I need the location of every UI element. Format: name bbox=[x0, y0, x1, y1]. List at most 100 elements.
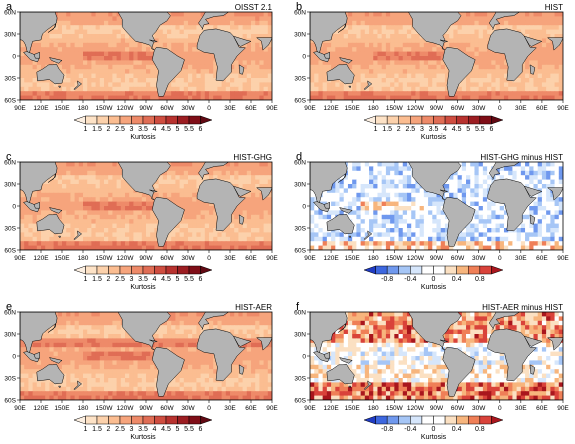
colorbar-swatch bbox=[491, 265, 504, 275]
colorbar-swatch bbox=[375, 265, 388, 275]
colorbar-swatch bbox=[165, 415, 178, 425]
x-tick-label: 90W bbox=[430, 405, 444, 412]
land-samerica bbox=[152, 46, 185, 97]
panel-title: HIST-AER minus HIST bbox=[482, 303, 563, 312]
land-samerica bbox=[152, 346, 185, 397]
colorbar-swatch bbox=[108, 265, 121, 275]
colorbar-swatch bbox=[96, 415, 109, 425]
land-europe bbox=[198, 12, 230, 30]
x-tick-label: 60W bbox=[451, 405, 465, 412]
colorbar-swatch bbox=[142, 265, 155, 275]
colorbar-tick-label: 6 bbox=[199, 276, 203, 283]
y-tick-label: 60S bbox=[4, 397, 16, 404]
colorbar-tick-label: 0.8 bbox=[475, 276, 485, 283]
colorbar-tick-label: -0.8 bbox=[381, 276, 393, 283]
land-nz bbox=[363, 80, 373, 91]
colorbar: 1 1.5 2 2.5 3 3.5 4 4.5 5 5.5 6 Kurtosis bbox=[73, 265, 213, 291]
land-india bbox=[546, 187, 563, 201]
land-japan bbox=[337, 23, 347, 33]
x-tick-label: 0 bbox=[498, 255, 502, 262]
panel-letter: b bbox=[296, 1, 302, 13]
colorbar-swatch bbox=[165, 115, 178, 125]
colorbar-swatch bbox=[410, 415, 423, 425]
colorbar-tick-label: 3 bbox=[420, 126, 424, 133]
colorbar-tick-label: 4.5 bbox=[161, 276, 171, 283]
land-india bbox=[546, 337, 563, 351]
panel-title: OISST 2.1 bbox=[235, 3, 273, 12]
panel-title: HIST-AER bbox=[235, 303, 272, 312]
land-australia bbox=[326, 363, 355, 385]
colorbar-swatch bbox=[363, 415, 376, 425]
land-australia bbox=[326, 63, 355, 85]
colorbar-tick-label: 0 bbox=[432, 276, 436, 283]
colorbar-swatch bbox=[177, 115, 190, 125]
x-tick-label: 150E bbox=[54, 405, 70, 412]
x-tick-label: 90W bbox=[430, 105, 444, 112]
land-europe bbox=[488, 162, 520, 180]
x-tick-label: 90E bbox=[266, 105, 278, 112]
colorbar-swatch bbox=[375, 415, 388, 425]
colorbar-tick-label: 0.4 bbox=[452, 426, 462, 433]
land-samerica bbox=[442, 46, 476, 97]
colorbar-tick-label: 4 bbox=[153, 126, 157, 133]
colorbar-swatch bbox=[154, 115, 167, 125]
land-borneo bbox=[33, 351, 40, 359]
colorbar-swatch bbox=[73, 415, 86, 425]
panel-letter: d bbox=[296, 151, 302, 163]
land-nz bbox=[73, 230, 83, 241]
colorbar-swatch bbox=[444, 115, 457, 125]
y-tick-label: 30S bbox=[294, 75, 306, 82]
land-india bbox=[255, 337, 272, 351]
x-tick-label: 90E bbox=[14, 105, 26, 112]
colorbar: -0.8 -0.4 0 0.4 0.8 Kurtosis bbox=[363, 415, 504, 441]
land-tasmania bbox=[57, 85, 61, 89]
land-borneo bbox=[323, 201, 330, 209]
colorbar-tick-label: 4.5 bbox=[161, 126, 171, 133]
land-borneo bbox=[33, 201, 40, 209]
x-tick-label: 150W bbox=[96, 255, 114, 262]
y-tick-label: 0 bbox=[12, 353, 16, 360]
x-tick-label: 30E bbox=[224, 405, 236, 412]
x-tick-label: 30E bbox=[224, 255, 236, 262]
colorbar-swatch bbox=[131, 265, 144, 275]
colorbar-swatch bbox=[85, 265, 98, 275]
panel-title: HIST-GHG bbox=[233, 153, 272, 162]
land-madagascar bbox=[529, 214, 536, 225]
land-africa bbox=[196, 328, 246, 382]
colorbar-tick-label: 1 bbox=[374, 126, 378, 133]
land-arabia bbox=[232, 185, 252, 197]
colorbar-swatch bbox=[398, 265, 411, 275]
x-tick-label: 120E bbox=[33, 255, 49, 262]
y-tick-label: 60S bbox=[294, 247, 306, 254]
colorbar-swatch bbox=[410, 265, 423, 275]
y-tick-label: 60S bbox=[4, 97, 16, 104]
x-tick-label: 90W bbox=[139, 405, 153, 412]
colorbar-swatch bbox=[421, 415, 434, 425]
y-tick-label: 30N bbox=[294, 331, 306, 338]
colorbar-tick-label: 3 bbox=[130, 126, 134, 133]
land-samerica bbox=[442, 346, 476, 397]
x-tick-label: 150W bbox=[386, 105, 404, 112]
colorbar-tick-label: 3.5 bbox=[429, 126, 439, 133]
x-tick-label: 60W bbox=[160, 405, 174, 412]
colorbar-swatch bbox=[363, 265, 376, 275]
land-asia bbox=[310, 12, 348, 56]
x-tick-label: 60W bbox=[160, 105, 174, 112]
y-tick-label: 30N bbox=[294, 181, 306, 188]
colorbar-tick-label: -0.4 bbox=[404, 426, 416, 433]
x-tick-label: 60W bbox=[451, 105, 465, 112]
y-tick-label: 30S bbox=[294, 225, 306, 232]
land-arabia bbox=[523, 185, 543, 197]
y-tick-label: 60N bbox=[294, 309, 306, 316]
y-tick-label: 30S bbox=[294, 375, 306, 382]
land-asia bbox=[310, 312, 348, 356]
land-madagascar bbox=[238, 214, 245, 225]
y-tick-label: 0 bbox=[12, 203, 16, 210]
colorbar-swatch bbox=[491, 415, 504, 425]
x-tick-label: 90E bbox=[14, 405, 26, 412]
x-tick-label: 30E bbox=[515, 405, 527, 412]
colorbar-tick-label: 6 bbox=[199, 426, 203, 433]
colorbar-label: Kurtosis bbox=[130, 284, 156, 291]
colorbar-swatch bbox=[479, 115, 492, 125]
panel-f: 90E 120E 150E 180 150W 120W 90W 60W 30W 0 30E 60E 90… bbox=[294, 301, 569, 441]
